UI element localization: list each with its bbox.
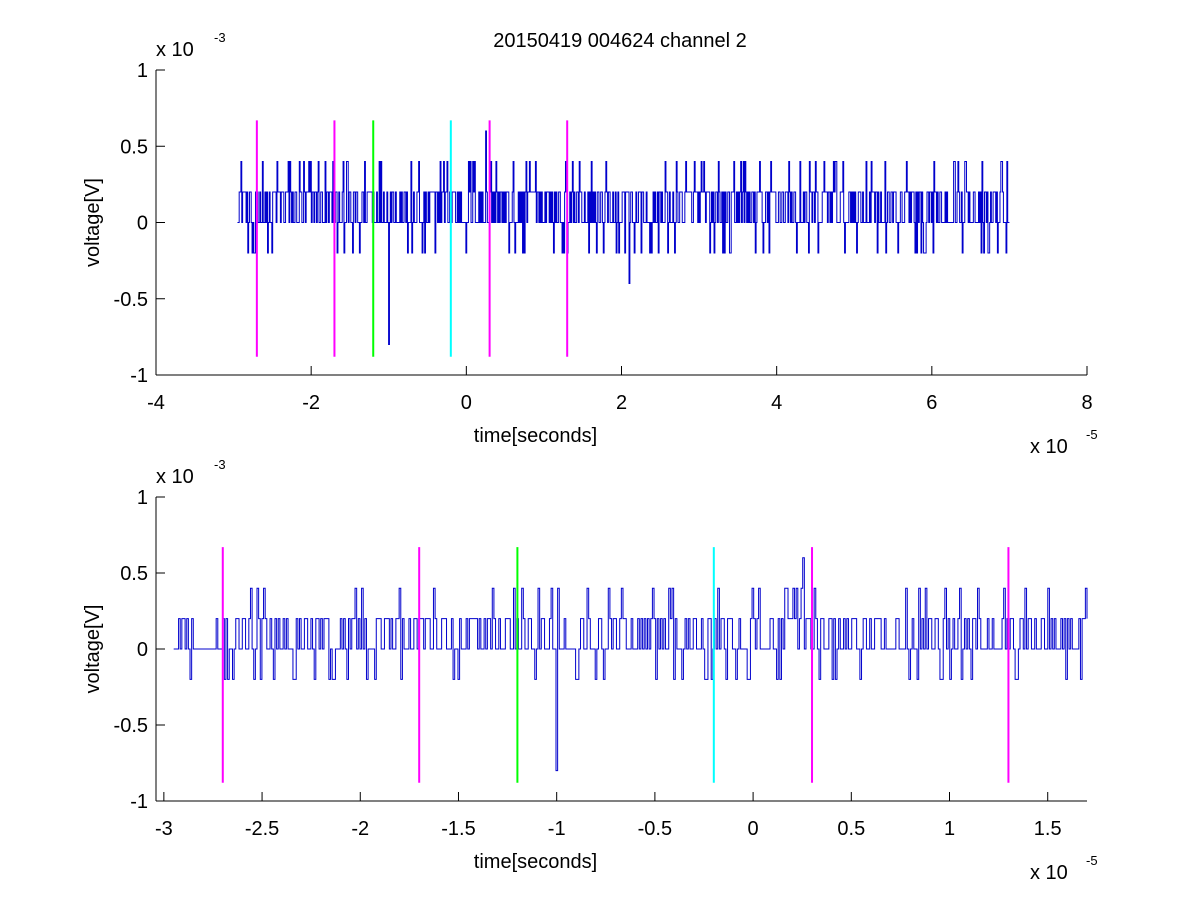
y-tick-label: -0.5 bbox=[114, 289, 148, 311]
x-tick-label: -4 bbox=[147, 392, 165, 414]
x-tick-label: 2 bbox=[616, 392, 627, 414]
y-tick-label: -1 bbox=[130, 791, 148, 813]
signal-series bbox=[237, 130, 1010, 345]
x-exponent: -5 bbox=[1086, 853, 1098, 868]
signal-series bbox=[173, 557, 1088, 772]
y-tick-label: 1 bbox=[137, 60, 148, 82]
x-tick-label: -3 bbox=[155, 818, 173, 840]
x-tick-label: -2 bbox=[351, 818, 369, 840]
x-tick-label: 0 bbox=[748, 818, 759, 840]
top-subplot: -1 -0.5 0 0.5 1 -4 -2 0 2 4 6 8 time[seconds] voltage… bbox=[82, 30, 1098, 458]
y-tick-label: -0.5 bbox=[114, 715, 148, 737]
x-tick-label: 0.5 bbox=[837, 818, 865, 840]
x-tick-label: 8 bbox=[1081, 392, 1092, 414]
y-tick-label: 1 bbox=[137, 487, 148, 509]
x-multiplier: x 10 bbox=[1030, 862, 1068, 884]
y-tick-label: -1 bbox=[130, 365, 148, 387]
x-exponent: -5 bbox=[1086, 427, 1098, 442]
y-multiplier: x 10 bbox=[156, 39, 194, 61]
x-tick-label: 0 bbox=[461, 392, 472, 414]
y-tick-label: 0 bbox=[137, 213, 148, 235]
y-exponent: -3 bbox=[214, 457, 226, 472]
x-tick-label: -0.5 bbox=[638, 818, 672, 840]
x-tick-label: -1.5 bbox=[441, 818, 475, 840]
y-multiplier: x 10 bbox=[156, 466, 194, 488]
x-multiplier: x 10 bbox=[1030, 436, 1068, 458]
x-tick-label: 6 bbox=[926, 392, 937, 414]
x-tick-label: -2 bbox=[302, 392, 320, 414]
x-axis-label: time[seconds] bbox=[474, 425, 597, 447]
y-exponent: -3 bbox=[214, 30, 226, 45]
figure-title: 20150419 004624 channel 2 bbox=[493, 30, 747, 52]
y-tick-label: 0.5 bbox=[120, 563, 148, 585]
y-tick-label: 0 bbox=[137, 639, 148, 661]
y-axis-label: voltage[V] bbox=[82, 178, 104, 267]
bottom-subplot: -1 -0.5 0 0.5 1 -3 -2.5 -2 -1.5 -1 -0.5 0 0.5 1 1.5 tim… bbox=[82, 457, 1098, 884]
x-tick-label: -2.5 bbox=[245, 818, 279, 840]
x-tick-label: 4 bbox=[771, 392, 782, 414]
x-axis-label: time[seconds] bbox=[474, 851, 597, 873]
x-tick-label: 1 bbox=[944, 818, 955, 840]
x-tick-label: -1 bbox=[548, 818, 566, 840]
y-axis-label: voltage[V] bbox=[82, 605, 104, 694]
x-tick-label: 1.5 bbox=[1034, 818, 1062, 840]
y-tick-label: 0.5 bbox=[120, 136, 148, 158]
